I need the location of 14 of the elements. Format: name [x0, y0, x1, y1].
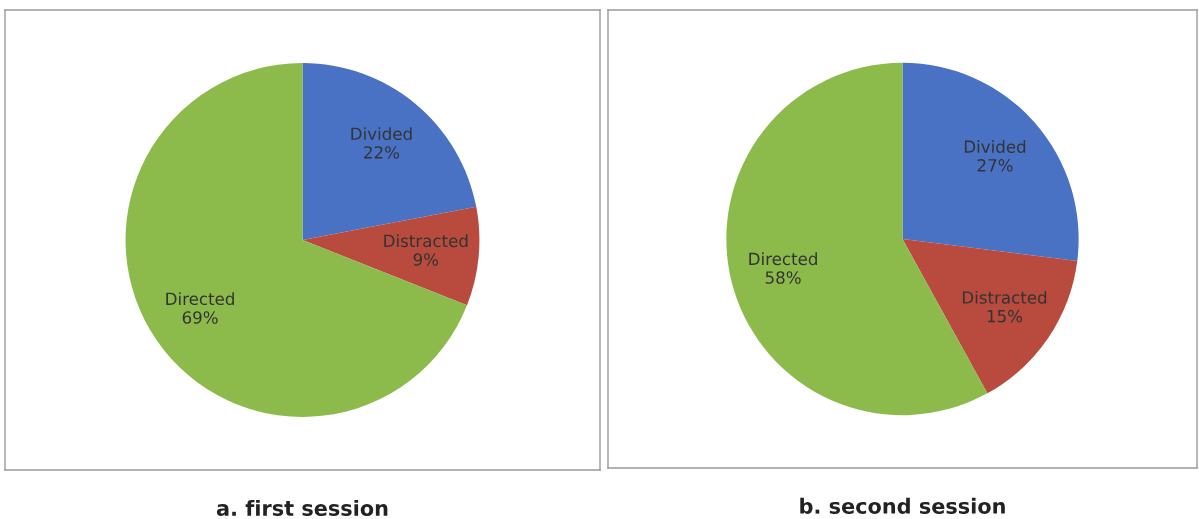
text: a. first session	[216, 499, 388, 517]
slice-label: Distracted	[962, 290, 1047, 304]
slice-label: Divided	[964, 140, 1026, 153]
slice-label: Divided	[351, 127, 412, 141]
slice-label: Directed	[749, 252, 817, 266]
data-label: 58%	[765, 271, 801, 284]
slice-label: Directed	[166, 292, 234, 306]
data-label: 22%	[364, 146, 400, 159]
data-label: 9%	[413, 253, 439, 266]
data-label: 27%	[977, 159, 1013, 172]
data-label: 15%	[987, 309, 1023, 323]
data-label: 69%	[182, 311, 218, 324]
slice-label: Distracted	[384, 234, 468, 248]
text: b. second session	[800, 497, 1005, 514]
